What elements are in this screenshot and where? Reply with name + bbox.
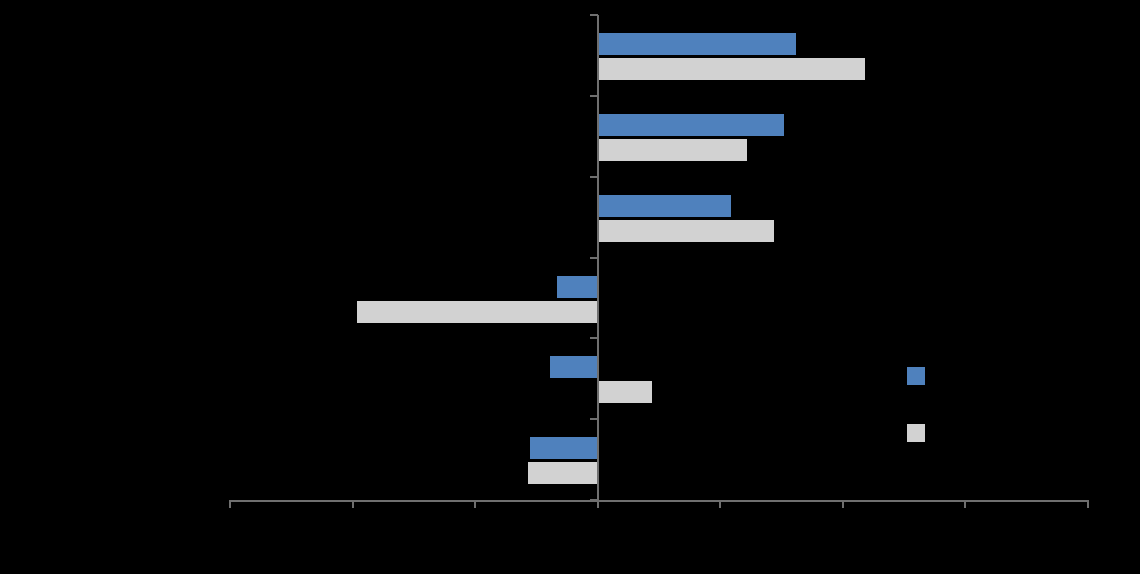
bar-gray-series-category-5 xyxy=(597,381,652,404)
y-axis-tick xyxy=(589,94,598,97)
x-axis-tick xyxy=(229,500,231,508)
y-axis-tick xyxy=(589,256,598,259)
bar-blue-series-category-3 xyxy=(597,194,732,217)
y-axis-tick xyxy=(589,14,598,16)
bar-blue-series-category-6 xyxy=(530,437,598,460)
x-axis-tick xyxy=(596,500,599,508)
x-axis-line xyxy=(230,500,1088,502)
legend-swatch-blue-series xyxy=(907,367,925,385)
bar-gray-series-category-6 xyxy=(527,462,598,485)
bar-blue-series-category-5 xyxy=(549,356,598,379)
y-axis-tick xyxy=(589,499,598,501)
bar-blue-series-category-2 xyxy=(597,113,784,136)
x-axis-tick xyxy=(841,500,844,508)
bar-gray-series-category-2 xyxy=(597,138,748,161)
legend-swatch-gray-series xyxy=(907,424,925,442)
y-axis-tick xyxy=(589,175,598,178)
y-axis-tick xyxy=(589,418,598,421)
bar-gray-series-category-3 xyxy=(597,219,775,242)
y-axis-line xyxy=(596,15,599,500)
y-axis-tick xyxy=(589,337,598,340)
x-axis-tick xyxy=(1087,500,1089,508)
x-axis-tick xyxy=(474,500,477,508)
bar-gray-series-category-4 xyxy=(357,300,598,323)
x-axis-tick xyxy=(719,500,722,508)
bar-gray-series-category-1 xyxy=(597,58,865,80)
x-axis-tick xyxy=(964,500,967,508)
x-axis-tick xyxy=(351,500,354,508)
bar-blue-series-category-1 xyxy=(597,33,797,55)
bar-blue-series-category-4 xyxy=(557,275,598,298)
